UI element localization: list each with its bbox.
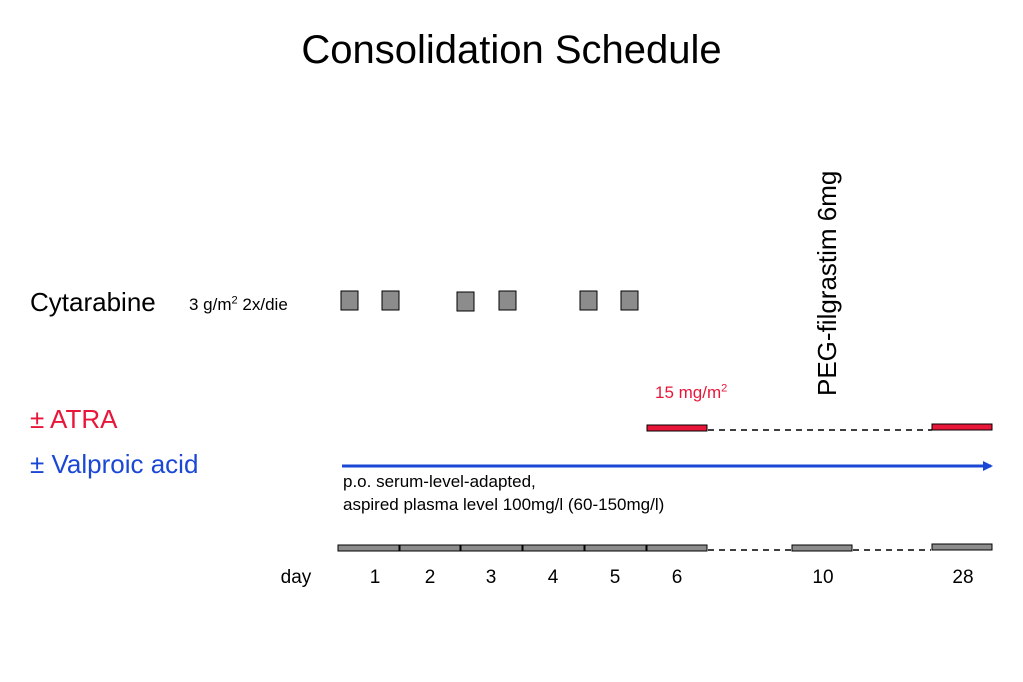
valproic-acid-note-line1: p.o. serum-level-adapted, xyxy=(343,472,536,491)
cytarabine-dose-box xyxy=(620,290,639,311)
atra-schedule xyxy=(646,423,993,432)
atra-bar-start xyxy=(646,424,708,432)
atra-dose-unit: 15 mg/m xyxy=(655,383,722,402)
cytarabine-label: Cytarabine xyxy=(30,287,156,317)
cytarabine-dose-frequency: 2x/die xyxy=(237,295,288,314)
day-label: 5 xyxy=(610,567,621,588)
diagram-title: Consolidation Schedule xyxy=(301,28,722,72)
timeline-axis-label: day xyxy=(281,567,312,588)
day-label: 10 xyxy=(812,567,833,588)
day-label: 2 xyxy=(425,567,436,588)
day-label: 28 xyxy=(952,567,973,588)
day-segment xyxy=(337,544,400,552)
cytarabine-dose-box xyxy=(340,290,359,311)
day-label: 6 xyxy=(672,567,683,588)
cytarabine-dose-box xyxy=(456,291,475,312)
cytarabine-dose-box xyxy=(381,290,400,311)
cytarabine-doses xyxy=(340,290,639,312)
cytarabine-dose-box xyxy=(498,290,517,311)
day-segment xyxy=(584,544,647,552)
day-segment xyxy=(399,544,461,552)
atra-dose: 15 mg/m2 xyxy=(655,383,727,403)
cytarabine-dose: 3 g/m2 2x/die xyxy=(189,295,288,315)
atra-bar-end xyxy=(931,423,993,431)
day-timeline xyxy=(337,543,993,552)
cytarabine-dose-superscript: 2 xyxy=(231,294,238,307)
valproic-acid-note-line2: aspired plasma level 100mg/l (60-150mg/l… xyxy=(343,495,665,514)
day-label: 1 xyxy=(370,567,381,588)
atra-dose-superscript: 2 xyxy=(721,382,728,395)
atra-label: ± ATRA xyxy=(30,404,118,434)
day-segment xyxy=(522,544,585,552)
day-segment xyxy=(931,543,993,551)
day-segment xyxy=(646,544,708,552)
cytarabine-dose-unit: 3 g/m xyxy=(189,295,232,314)
cytarabine-dose-box xyxy=(579,290,598,311)
day-label: 4 xyxy=(548,567,559,588)
day-segment xyxy=(460,544,523,552)
day-label: 3 xyxy=(486,567,497,588)
valproic-acid-label: ± Valproic acid xyxy=(30,449,199,479)
day-segment xyxy=(791,544,853,552)
